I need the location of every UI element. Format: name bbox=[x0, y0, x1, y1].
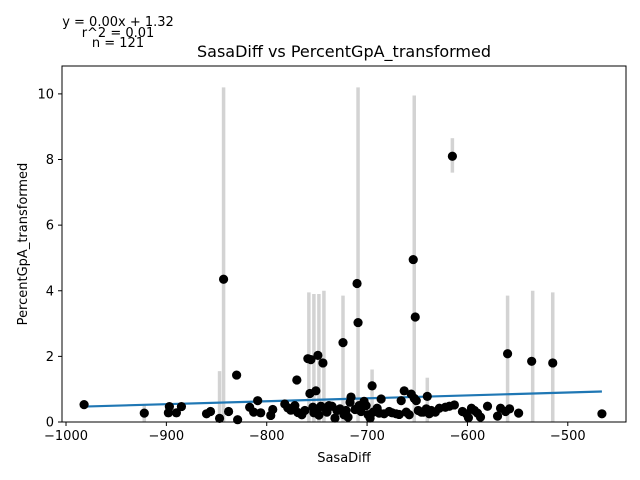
data-point-15 bbox=[253, 396, 263, 406]
y-tick-label-0: 0 bbox=[46, 416, 54, 431]
data-point-98 bbox=[475, 412, 486, 422]
data-point-53 bbox=[353, 317, 363, 328]
chart-title: SasaDiff vs PercentGpA_transformed bbox=[197, 42, 491, 62]
data-point-37 bbox=[318, 358, 328, 368]
data-point-94 bbox=[463, 413, 474, 423]
y-axis-ticks: 0 2 4 6 8 10 bbox=[37, 87, 62, 431]
data-point-78 bbox=[411, 396, 421, 406]
x-axis-label: SasaDiff bbox=[317, 451, 372, 466]
data-point-3 bbox=[164, 401, 174, 412]
data-point-83 bbox=[422, 391, 432, 402]
y-tick-label-4: 8 bbox=[46, 153, 54, 168]
annotation-equation: y = 0.00x + 1.32 bbox=[62, 15, 174, 30]
x-axis-ticks: −1000 −900 −800 −700 −600 −500 bbox=[44, 422, 586, 444]
data-point-99 bbox=[482, 401, 493, 411]
annotation-n: n = 121 bbox=[92, 36, 144, 51]
data-point-105 bbox=[514, 408, 524, 418]
y-tick-label-1: 2 bbox=[46, 350, 54, 365]
data-point-4 bbox=[171, 408, 182, 418]
data-point-45 bbox=[338, 337, 348, 348]
data-point-9 bbox=[218, 274, 229, 284]
data-point-91 bbox=[449, 400, 459, 410]
x-tick-label-5: −500 bbox=[550, 429, 586, 444]
data-point-90 bbox=[447, 151, 457, 161]
error-bars-layer bbox=[142, 87, 555, 422]
annotation-r-squared: r^2 = 0.01 bbox=[82, 26, 155, 41]
data-point-73 bbox=[404, 410, 414, 420]
data-point-5 bbox=[176, 401, 187, 412]
data-point-107 bbox=[548, 358, 558, 368]
data-point-7 bbox=[205, 406, 216, 417]
fit-annotations: y = 0.00x + 1.32 r^2 = 0.01 n = 121 bbox=[62, 15, 174, 51]
data-point-104 bbox=[504, 404, 515, 414]
data-point-34 bbox=[313, 350, 323, 360]
data-point-35 bbox=[314, 410, 324, 420]
y-tick-label-3: 6 bbox=[46, 219, 54, 234]
data-point-77 bbox=[410, 312, 420, 322]
data-point-60 bbox=[367, 381, 377, 391]
data-point-64 bbox=[376, 394, 386, 404]
data-point-26 bbox=[300, 405, 310, 416]
data-point-8 bbox=[214, 413, 225, 423]
data-point-11 bbox=[232, 370, 242, 380]
x-tick-label-4: −600 bbox=[450, 429, 486, 444]
data-point-22 bbox=[290, 400, 300, 411]
data-point-32 bbox=[311, 386, 321, 396]
plot-frame bbox=[61, 65, 627, 423]
data-point-75 bbox=[408, 254, 418, 265]
data-point-71 bbox=[399, 386, 409, 396]
data-point-16 bbox=[256, 408, 266, 418]
x-tick-label-2: −800 bbox=[249, 429, 285, 444]
data-point-29 bbox=[306, 355, 316, 365]
data-point-10 bbox=[223, 406, 234, 417]
data-point-69 bbox=[394, 409, 404, 420]
data-point-23 bbox=[292, 375, 302, 385]
data-point-14 bbox=[249, 407, 259, 417]
data-point-48 bbox=[343, 412, 353, 422]
y-tick-label-2: 4 bbox=[46, 284, 54, 299]
data-point-103 bbox=[502, 349, 513, 359]
x-tick-label-0: −1000 bbox=[44, 429, 88, 444]
data-point-18 bbox=[268, 404, 278, 415]
data-point-50 bbox=[346, 392, 356, 402]
y-axis-label: PercentGpA_transformed bbox=[16, 163, 31, 326]
data-point-70 bbox=[396, 396, 406, 406]
data-point-0 bbox=[79, 400, 89, 410]
data-point-52 bbox=[352, 278, 362, 289]
data-point-12 bbox=[233, 415, 243, 425]
data-point-106 bbox=[527, 356, 537, 366]
y-tick-label-5: 10 bbox=[37, 87, 54, 102]
data-point-100 bbox=[492, 411, 503, 421]
data-point-1 bbox=[139, 408, 149, 418]
points-layer bbox=[79, 151, 607, 425]
data-point-42 bbox=[330, 413, 340, 423]
data-point-108 bbox=[597, 409, 607, 419]
data-point-57 bbox=[361, 400, 371, 411]
x-tick-label-3: −700 bbox=[349, 429, 385, 444]
x-tick-label-1: −900 bbox=[149, 429, 185, 444]
